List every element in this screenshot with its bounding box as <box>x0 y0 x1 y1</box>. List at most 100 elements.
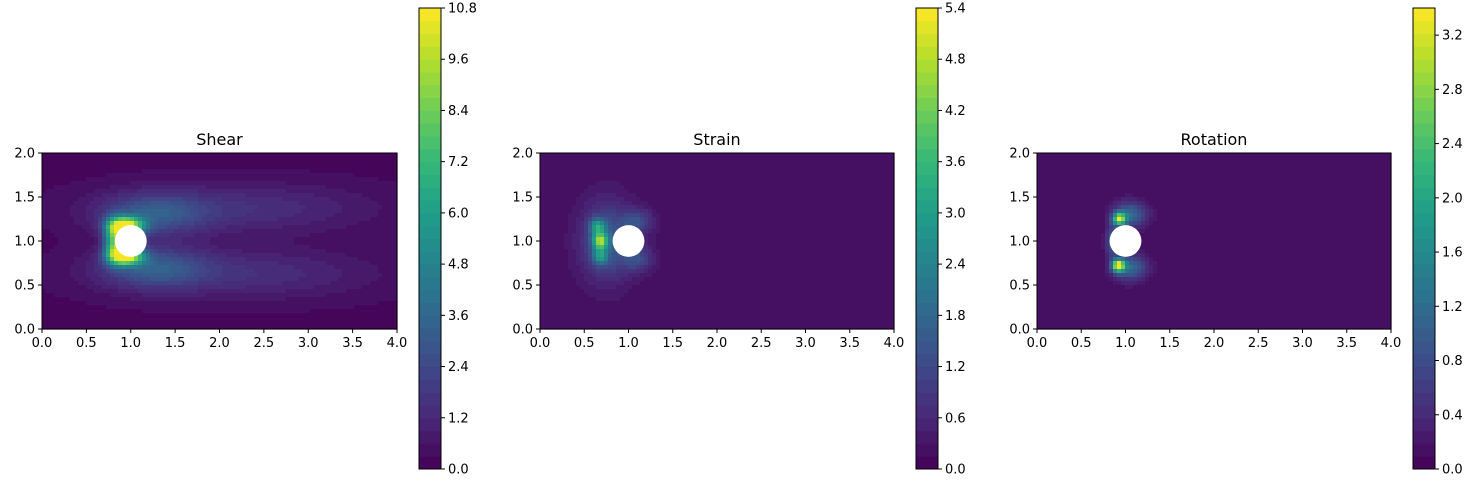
heatmap-cell <box>314 209 319 214</box>
heatmap-cell <box>386 317 391 322</box>
heatmap-cell <box>346 221 351 226</box>
heatmap-cell <box>214 305 219 310</box>
heatmap-cell <box>258 161 263 166</box>
heatmap-cell <box>194 229 199 234</box>
heatmap-cell <box>242 193 247 198</box>
heatmap-cell <box>218 281 223 286</box>
heatmap-cell <box>270 213 275 218</box>
heatmap-cell <box>78 305 83 310</box>
heatmap-cell <box>322 197 327 202</box>
heatmap-cell <box>350 189 355 194</box>
heatmap-cell <box>600 189 605 194</box>
heatmap-cell <box>74 265 79 270</box>
heatmap-cell <box>158 201 163 206</box>
heatmap-cell <box>310 177 315 182</box>
colorbar-band <box>419 212 441 227</box>
heatmap-cell <box>716 153 721 158</box>
heatmap-cell <box>86 201 91 206</box>
heatmap-cell <box>342 229 347 234</box>
heatmap-cell <box>114 221 119 226</box>
heatmap-cell <box>182 253 187 258</box>
heatmap-cell <box>852 181 857 186</box>
heatmap-cell <box>190 285 195 290</box>
heatmap-cell <box>266 237 271 242</box>
heatmap-cell <box>106 237 111 242</box>
heatmap-cell <box>318 269 323 274</box>
heatmap-cell <box>600 153 605 158</box>
heatmap-cell <box>174 277 179 282</box>
heatmap-cell <box>792 153 797 158</box>
heatmap-cell <box>314 309 319 314</box>
heatmap-cell <box>170 309 175 314</box>
heatmap-cell <box>206 273 211 278</box>
heatmap-cell <box>370 253 375 258</box>
heatmap-cell <box>824 157 829 162</box>
heatmap-cell <box>620 181 625 186</box>
heatmap-cell <box>394 277 398 282</box>
heatmap-cell <box>760 185 765 190</box>
heatmap-cell <box>310 245 315 250</box>
heatmap-cell <box>358 161 363 166</box>
heatmap-cell <box>54 325 59 330</box>
heatmap-cell <box>150 305 155 310</box>
heatmap-cell <box>170 293 175 298</box>
heatmap-cell <box>106 325 111 330</box>
heatmap-cell <box>50 269 55 274</box>
heatmap-cell <box>334 221 339 226</box>
heatmap-cell <box>342 273 347 278</box>
heatmap-cell <box>210 265 215 270</box>
heatmap-cell <box>266 185 271 190</box>
heatmap-cell <box>210 309 215 314</box>
heatmap-cell <box>198 313 203 318</box>
heatmap-cell <box>274 157 279 162</box>
heatmap-cell <box>382 293 387 298</box>
heatmap-cell <box>138 321 143 326</box>
heatmap-cell <box>366 205 371 210</box>
heatmap-cell <box>568 169 573 174</box>
heatmap-cell <box>362 165 367 170</box>
heatmap-cell <box>246 205 251 210</box>
heatmap-cell <box>134 269 139 274</box>
heatmap-cell <box>254 305 259 310</box>
colorbar-band <box>419 33 441 47</box>
heatmap-cell <box>374 277 379 282</box>
heatmap-cell <box>370 157 375 162</box>
heatmap-cell <box>374 161 379 166</box>
heatmap-cell <box>66 201 71 206</box>
heatmap-cell <box>74 253 79 258</box>
heatmap-cell <box>106 193 111 198</box>
heatmap-cell <box>548 157 553 162</box>
heatmap-cell <box>146 265 151 270</box>
heatmap-cell <box>230 301 235 306</box>
heatmap-cell <box>202 241 207 246</box>
heatmap-cell <box>824 165 829 170</box>
heatmap-cell <box>362 289 367 294</box>
heatmap-cell <box>138 297 143 302</box>
heatmap-cell <box>584 161 589 166</box>
heatmap-cell <box>170 321 175 326</box>
heatmap-cell <box>162 309 167 314</box>
heatmap-cell <box>74 185 79 190</box>
heatmap-cell <box>342 189 347 194</box>
heatmap-cell <box>246 185 251 190</box>
heatmap-cell <box>330 221 335 226</box>
heatmap-cell <box>354 181 359 186</box>
heatmap-cell <box>234 201 239 206</box>
heatmap-cell <box>186 313 191 318</box>
heatmap-cell <box>382 237 387 242</box>
heatmap-cell <box>98 185 103 190</box>
heatmap-cell <box>282 193 287 198</box>
heatmap-cell <box>326 301 331 306</box>
heatmap-cell <box>804 181 809 186</box>
heatmap-cell <box>202 161 207 166</box>
heatmap-cell <box>350 157 355 162</box>
heatmap-cell <box>724 177 729 182</box>
heatmap-cell <box>274 297 279 302</box>
heatmap-cell <box>162 157 167 162</box>
colorbar-band <box>419 417 441 432</box>
heatmap-cell <box>238 185 243 190</box>
heatmap-cell <box>290 181 295 186</box>
heatmap-cell <box>202 313 207 318</box>
heatmap-cell <box>346 313 351 318</box>
heatmap-cell <box>672 161 677 166</box>
